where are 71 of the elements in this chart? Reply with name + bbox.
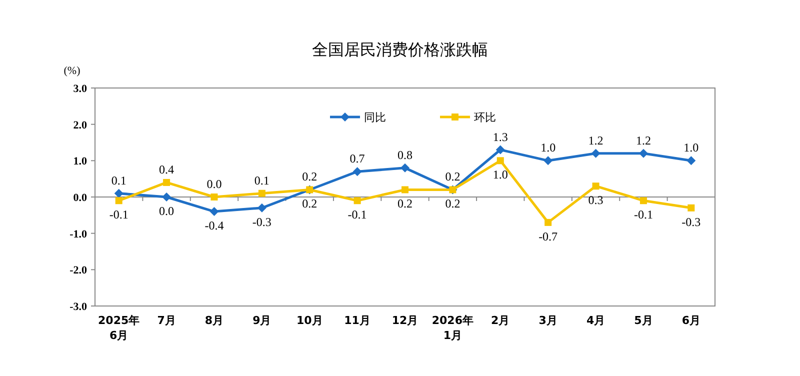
y-tick-label: -3.0 xyxy=(70,301,88,313)
point xyxy=(115,197,122,204)
point xyxy=(162,192,172,202)
data-label: 0.2 xyxy=(302,170,318,184)
point xyxy=(496,157,504,164)
data-label: -0.3 xyxy=(682,214,701,229)
data-label: 1.0 xyxy=(540,140,556,155)
point xyxy=(354,197,361,204)
y-axis-title: (%) xyxy=(64,65,81,77)
y-tick-label: -1.0 xyxy=(70,228,88,240)
point xyxy=(400,163,410,172)
data-label: -0.1 xyxy=(348,208,367,222)
y-tick-label: 1.0 xyxy=(73,156,88,168)
point xyxy=(114,188,124,198)
data-label: -0.3 xyxy=(252,214,272,229)
point xyxy=(210,194,218,200)
point xyxy=(591,148,600,158)
x-tick-label: 10月 xyxy=(296,314,323,327)
point xyxy=(258,190,266,197)
data-label: 0.7 xyxy=(350,152,365,166)
x-tick-label: 12月 xyxy=(392,314,418,327)
data-label: -0.7 xyxy=(538,229,558,244)
data-label: 0.0 xyxy=(206,177,222,191)
y-tick-label: -2.0 xyxy=(70,264,88,277)
x-tick-label: 6月 xyxy=(682,314,700,327)
data-label: 0.2 xyxy=(445,196,460,211)
data-label: -0.1 xyxy=(109,208,128,222)
point xyxy=(352,167,362,176)
x-tick-label: 4月 xyxy=(586,314,606,327)
data-label: 1.3 xyxy=(492,130,508,144)
chart-title: 全国居民消费价格涨跌幅 xyxy=(312,40,488,59)
data-label: 0.8 xyxy=(398,148,412,162)
data-label: 1.2 xyxy=(636,133,651,148)
data-label: 1.2 xyxy=(588,133,604,148)
point xyxy=(686,156,696,166)
legend-label: 环比 xyxy=(474,111,496,124)
data-label: -0.1 xyxy=(634,208,653,222)
point xyxy=(210,207,219,216)
point xyxy=(688,204,695,212)
x-tick-label: 5月 xyxy=(634,314,653,327)
point xyxy=(402,186,408,194)
point xyxy=(257,203,266,212)
data-label: 0.2 xyxy=(302,196,318,211)
data-label: 0.2 xyxy=(445,170,460,184)
legend-label: 同比 xyxy=(364,111,386,124)
x-tick-label: 11月 xyxy=(344,314,370,327)
x-tick-label: 9月 xyxy=(252,314,272,327)
data-label: 0.1 xyxy=(111,173,126,188)
data-label: -0.4 xyxy=(204,218,224,233)
data-label: 1.0 xyxy=(684,140,699,155)
data-label: 0.1 xyxy=(254,173,270,188)
point xyxy=(592,182,600,190)
x-tick-label: 2月 xyxy=(491,314,510,327)
point xyxy=(496,145,505,154)
y-tick-label: 3.0 xyxy=(73,83,88,95)
data-label: 0.4 xyxy=(159,162,174,176)
x-tick-label: 2026年 1月 xyxy=(432,314,474,342)
data-label: 0.2 xyxy=(398,196,412,211)
x-tick-label: 3月 xyxy=(538,314,558,327)
data-label: 0.0 xyxy=(159,204,174,218)
x-tick-label: 2025年 6月 xyxy=(98,314,140,342)
x-tick-label: 8月 xyxy=(204,314,224,327)
point xyxy=(640,197,647,204)
y-tick-label: 2.0 xyxy=(73,119,88,132)
y-tick-label: 0.0 xyxy=(73,192,88,204)
point xyxy=(544,218,552,226)
point xyxy=(163,178,170,186)
point xyxy=(544,156,553,166)
data-label: 0.3 xyxy=(588,193,604,208)
x-tick-label: 7月 xyxy=(157,314,176,327)
data-label: 1.0 xyxy=(492,168,508,182)
